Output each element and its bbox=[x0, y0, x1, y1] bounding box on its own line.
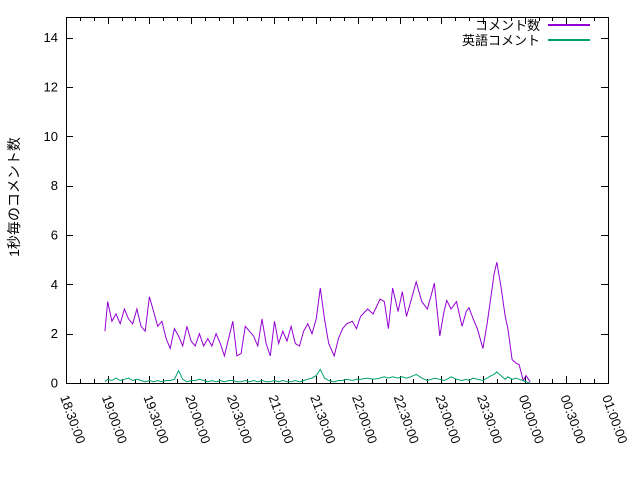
y-tick-label: 4 bbox=[51, 277, 58, 292]
x-tick-label: 19:30:00 bbox=[141, 393, 172, 446]
legend-entry-comments: コメント数 bbox=[462, 17, 590, 33]
y-tick-label: 6 bbox=[51, 228, 58, 243]
series-line-comments bbox=[104, 262, 531, 383]
legend-label-comments: コメント数 bbox=[474, 18, 540, 33]
x-tick-label: 00:30:00 bbox=[557, 393, 588, 446]
y-axis-title: 1秒毎のコメント数 bbox=[6, 137, 22, 257]
x-tick-label: 01:00:00 bbox=[599, 393, 630, 446]
legend-line-sample-comments bbox=[548, 23, 590, 26]
x-tick-label: 20:00:00 bbox=[182, 393, 213, 446]
x-tick-label: 21:00:00 bbox=[266, 393, 297, 446]
x-tick-label: 23:00:00 bbox=[432, 393, 463, 446]
y-tick-label: 8 bbox=[51, 178, 58, 193]
legend-label-english-comments: 英語コメント bbox=[461, 33, 540, 48]
y-tick-label: 0 bbox=[51, 376, 58, 391]
x-tick-label: 18:30:00 bbox=[57, 393, 88, 446]
legend: コメント数 英語コメント bbox=[461, 17, 590, 48]
legend-line-sample-english-comments bbox=[548, 38, 590, 41]
x-tick-label: 22:30:00 bbox=[391, 393, 422, 446]
x-tick-label: 19:00:00 bbox=[99, 393, 130, 446]
legend-entry-english-comments: 英語コメント bbox=[461, 32, 590, 48]
y-tick-label: 2 bbox=[51, 326, 58, 341]
series-line-english-comments bbox=[104, 368, 531, 384]
y-tick-label: 14 bbox=[44, 30, 58, 45]
x-tick-label: 23:30:00 bbox=[474, 393, 505, 446]
x-tick-label: 00:00:00 bbox=[516, 393, 547, 446]
y-tick-label: 12 bbox=[44, 80, 58, 95]
x-tick-label: 21:30:00 bbox=[307, 393, 338, 446]
y-tick-label: 10 bbox=[44, 129, 58, 144]
plot-border bbox=[66, 17, 609, 384]
x-tick-label: 22:00:00 bbox=[349, 393, 380, 446]
x-tick-label: 20:30:00 bbox=[224, 393, 255, 446]
